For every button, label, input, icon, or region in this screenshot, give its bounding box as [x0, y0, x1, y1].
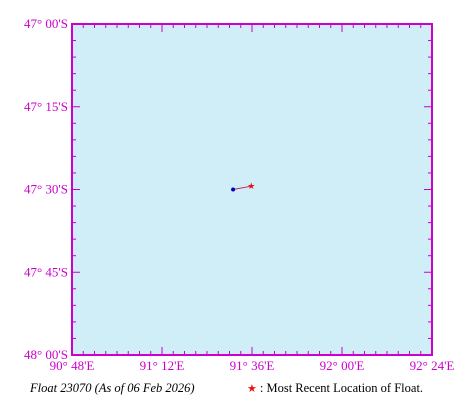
- map-frame: [71, 23, 433, 356]
- float-track-map: 90° 48'E 91° 12'E 91° 36'E 92° 00'E 92° 24'E…: [24, 16, 455, 373]
- legend-star-icon: ★: [247, 383, 257, 395]
- latitude-label: 47° 45'S: [24, 264, 68, 279]
- longitude-label: 91° 36'E: [230, 358, 275, 373]
- float-caption: Float 23070 (As of 06 Feb 2026): [30, 381, 195, 395]
- longitude-labels: 90° 48'E 91° 12'E 91° 36'E 92° 00'E 92° 24'E: [50, 358, 455, 373]
- latitude-label: 47° 15'S: [24, 99, 68, 114]
- longitude-label: 92° 24'E: [410, 358, 455, 373]
- float-track-line: [233, 185, 252, 190]
- ocean-area: [72, 24, 432, 355]
- float-start-point: [231, 187, 236, 192]
- latitude-label: 47° 00'S: [24, 16, 68, 31]
- legend: ★: Most Recent Location of Float.: [247, 381, 423, 396]
- latitude-label: 48° 00'S: [24, 347, 68, 362]
- longitude-label: 92° 00'E: [320, 358, 365, 373]
- latitude-label: 47° 30'S: [24, 182, 68, 197]
- latitude-labels: 47° 00'S 47° 15'S 47° 30'S 47° 45'S 48° 00'S: [24, 16, 68, 362]
- longitude-label: 91° 12'E: [140, 358, 185, 373]
- legend-text: : Most Recent Location of Float.: [259, 381, 424, 395]
- longitude-label: 90° 48'E: [50, 358, 95, 373]
- most-recent-location-marker: ★: [247, 182, 255, 192]
